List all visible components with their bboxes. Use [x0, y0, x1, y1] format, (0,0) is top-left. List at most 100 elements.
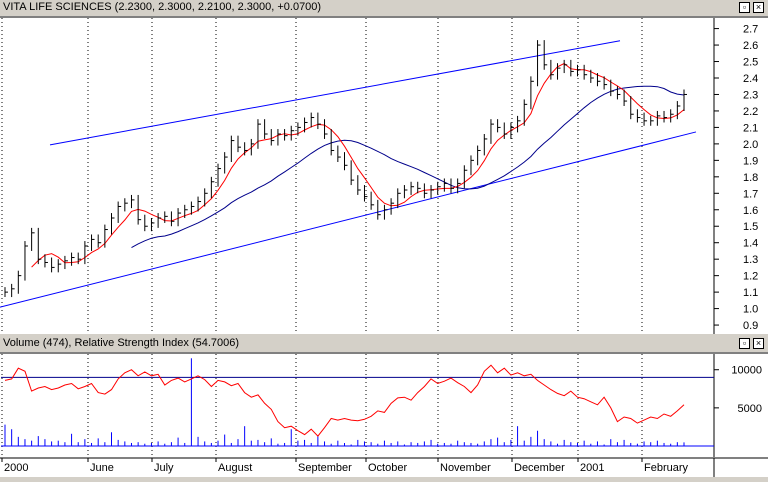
price-bar — [583, 64, 588, 80]
price-pane-title: VITA LIFE SCIENCES (2.2300, 2.3000, 2.21… — [3, 1, 322, 13]
price-bar — [523, 99, 528, 126]
x-tick-label: September — [298, 462, 352, 474]
y-tick-label: 1.4 — [743, 238, 758, 250]
price-bar — [497, 119, 501, 133]
price-bar — [543, 40, 548, 70]
price-bar — [157, 213, 162, 228]
y-tick-label: 2.4 — [743, 73, 758, 85]
channel-line-lower — [0, 131, 697, 308]
price-bar — [91, 234, 95, 251]
x-axis: 2000 June July August September October Novemb… — [0, 457, 768, 477]
price-bar — [576, 64, 581, 77]
price-bar — [643, 112, 648, 126]
price-bar — [237, 135, 241, 153]
price-bar — [437, 181, 441, 195]
price-bar — [304, 117, 308, 133]
price-bar — [224, 152, 228, 174]
price-bar — [290, 125, 295, 141]
y-tick-label: 1.2 — [743, 271, 758, 283]
price-bar — [17, 270, 22, 294]
price-bar — [190, 201, 195, 215]
x-tick-label: December — [514, 462, 565, 474]
price-bar — [417, 181, 421, 194]
x-tick-label: August — [218, 462, 252, 474]
price-bar — [197, 196, 202, 212]
price-bar — [650, 115, 654, 126]
indicator-chart[interactable]: 5000 10000 — [0, 354, 768, 458]
price-bar — [84, 241, 88, 265]
channel-line-upper — [49, 40, 621, 146]
x-tick-label: November — [440, 462, 491, 474]
price-bar — [403, 185, 408, 199]
x-axis-pane: 2000 June July August September October Novemb… — [0, 457, 768, 477]
y-tick-label: 2.2 — [743, 106, 758, 118]
short-moving-average — [31, 62, 685, 268]
y-tick-label: 1.1 — [743, 287, 758, 299]
restore-icon[interactable]: ▫ — [739, 2, 750, 13]
restore-icon[interactable]: ▫ — [739, 338, 750, 349]
indicator-pane-titlebar: Volume (474), Relative Strength Index (5… — [0, 336, 768, 353]
indicator-pane: 5000 10000 — [0, 353, 768, 458]
price-bar — [164, 211, 168, 223]
price-bar — [130, 194, 135, 209]
price-bar — [337, 145, 341, 162]
price-bar — [530, 76, 534, 110]
price-bar — [636, 109, 641, 123]
price-bar — [184, 204, 188, 218]
price-bar — [71, 252, 75, 266]
x-tick-label: February — [644, 462, 689, 474]
price-bar — [310, 112, 315, 128]
price-bar — [490, 119, 494, 144]
x-tick-label: 2000 — [4, 462, 28, 474]
price-bar — [204, 188, 208, 207]
price-bar — [324, 119, 328, 139]
price-bar — [430, 185, 435, 199]
indicator-pane-title: Volume (474), Relative Strength Index (5… — [3, 337, 240, 349]
y-tick-label: 1.6 — [743, 205, 758, 217]
y-tick-label: 2.5 — [743, 57, 758, 69]
price-bar — [51, 257, 55, 273]
price-bar — [477, 145, 481, 166]
price-bar — [270, 129, 275, 146]
price-bar — [676, 101, 681, 120]
close-icon[interactable]: × — [753, 2, 764, 13]
price-bar — [250, 138, 255, 156]
price-bar — [330, 129, 335, 156]
price-pane-titlebar: VITA LIFE SCIENCES (2.2300, 2.3000, 2.21… — [0, 0, 768, 17]
y-tick-label: 1.8 — [743, 172, 758, 184]
price-bar — [11, 283, 15, 298]
price-bar — [124, 198, 128, 212]
price-bar — [610, 79, 614, 97]
price-bar — [463, 165, 468, 189]
price-bar — [230, 135, 235, 162]
price-bar — [596, 73, 601, 87]
close-icon[interactable]: × — [753, 338, 764, 349]
price-bar — [137, 194, 142, 225]
price-bar — [443, 178, 448, 192]
price-bar — [31, 227, 35, 251]
y-tick-label: 2.3 — [743, 89, 758, 101]
price-bar — [257, 119, 261, 149]
price-bar — [77, 252, 82, 265]
rsi-line — [4, 364, 685, 437]
price-bar — [383, 204, 388, 220]
x-tick-label: 2001 — [580, 462, 604, 474]
price-bar — [97, 234, 102, 248]
x-tick-label: July — [154, 462, 174, 474]
price-bar — [663, 110, 668, 123]
price-bar — [557, 63, 561, 80]
price-bar — [57, 259, 62, 273]
price-bar — [397, 188, 401, 209]
price-bar — [4, 287, 8, 298]
price-bar — [410, 181, 415, 195]
y-tick-label: 2.7 — [743, 24, 758, 36]
y-tick-label: 1.9 — [743, 155, 758, 167]
y-tick-label: 2.0 — [743, 139, 758, 151]
x-tick-label: October — [368, 462, 407, 474]
price-chart[interactable]: 0.9 1.0 1.1 1.2 1.3 1.4 1.5 1.6 1.7 1.8 1.9 2.0 2.1 2… — [0, 18, 768, 334]
price-bar — [170, 211, 175, 227]
price-bar — [357, 175, 361, 195]
price-bar — [210, 176, 215, 199]
price-bar — [570, 59, 574, 77]
price-bar — [623, 89, 628, 106]
